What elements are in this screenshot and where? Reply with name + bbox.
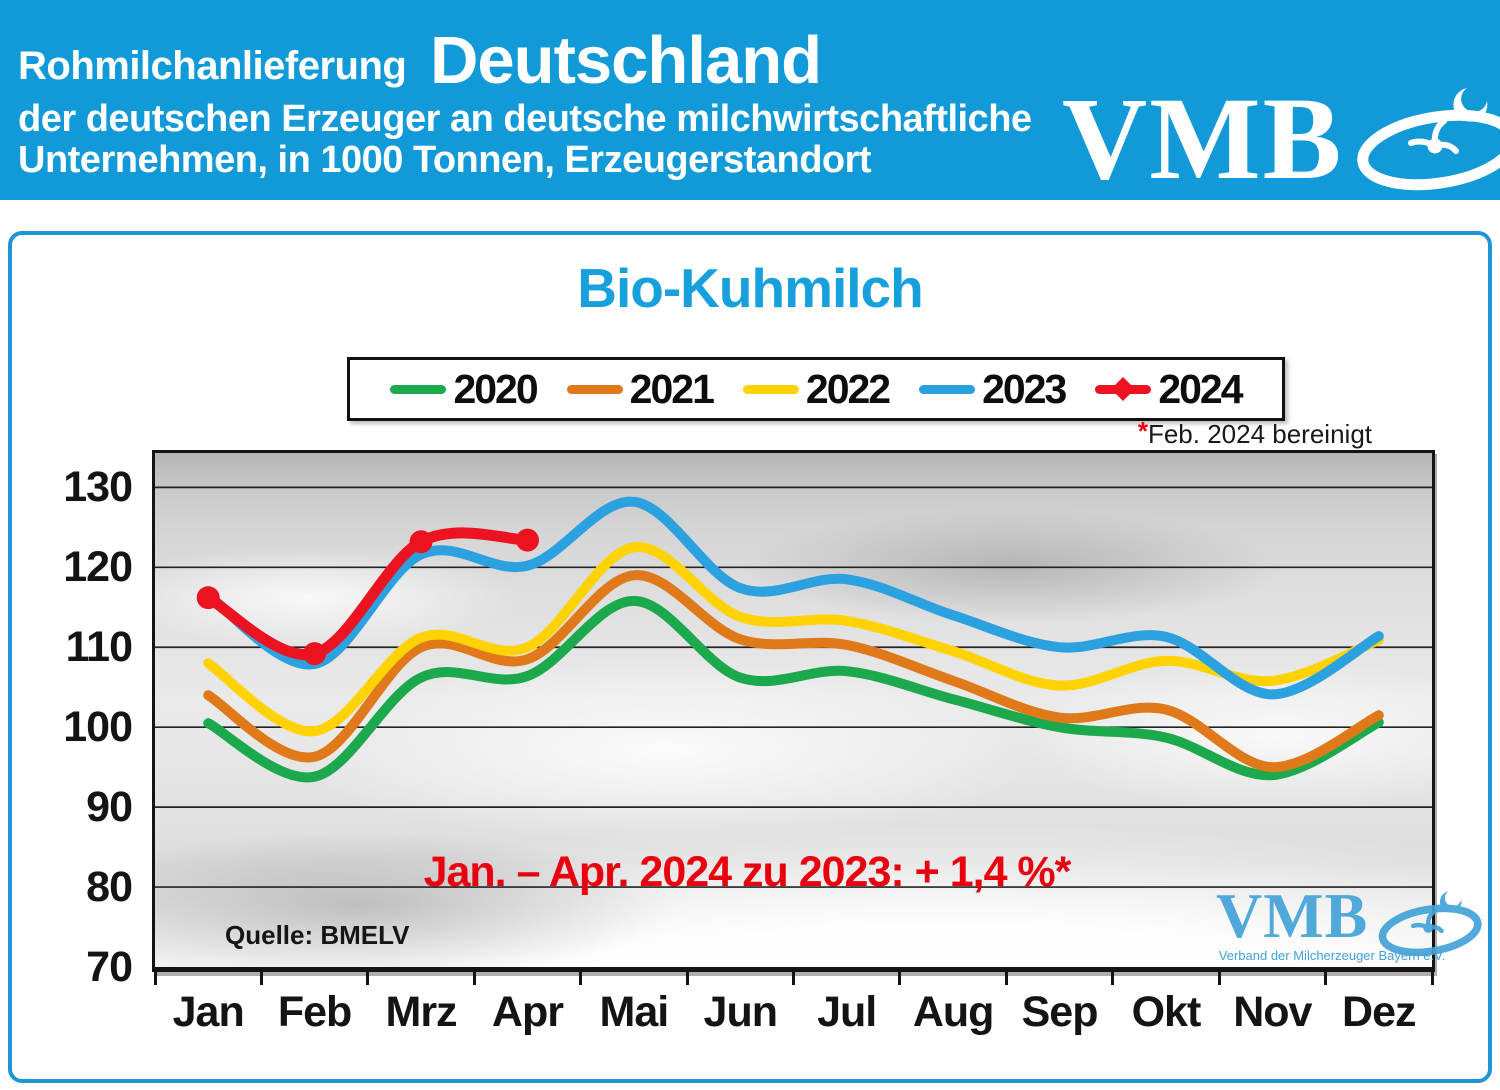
watermark-logo: VMB (1216, 884, 1486, 962)
header-subtitle-line1: der deutschen Erzeuger an deutsche milch… (18, 98, 1032, 140)
series-line-2022 (203, 542, 1384, 737)
data-point-marker (196, 586, 220, 610)
legend-swatch (742, 384, 799, 394)
axis-tick (1324, 972, 1328, 985)
watermark-subtext: Verband der Milcherzeuger Bayern e.V. (1218, 948, 1446, 963)
legend-item-2024: 2024 (1095, 365, 1244, 413)
x-axis-label: Nov (1233, 988, 1312, 1036)
y-axis-label: 120 (63, 543, 133, 592)
header-title-big: Deutschland (430, 23, 822, 98)
legend-label: 2020 (453, 365, 538, 412)
x-axis-label: Mai (599, 988, 670, 1036)
y-axis-label: 110 (65, 623, 133, 672)
footnote: *Feb. 2024 bereinigt (1022, 416, 1372, 450)
legend-marker-diamond (1111, 376, 1136, 402)
x-axis-label: Feb (277, 988, 352, 1036)
x-axis-label: Jun (703, 988, 778, 1036)
legend-swatch (566, 384, 623, 394)
x-axis-label: Okt (1131, 988, 1202, 1036)
x-axis-label: Sep (1021, 988, 1099, 1036)
header-title-small: Rohmilchanlieferung (18, 44, 407, 88)
legend-swatch (390, 384, 447, 394)
annotation-text: Jan. – Apr. 2024 zu 2023: + 1,4 %* (423, 848, 1072, 896)
x-axis-label: Aug (912, 988, 995, 1036)
axis-tick (1111, 972, 1115, 985)
legend-box: 2020 2021 2022 2023 2024 (347, 357, 1285, 421)
axis-tick (259, 972, 263, 985)
footnote-text: Feb. 2024 bereinigt (1147, 419, 1372, 449)
legend-label: 2022 (805, 365, 891, 412)
y-axis-label: 80 (86, 863, 133, 912)
axis-tick (1430, 972, 1434, 985)
axis-tick (685, 972, 689, 985)
header-subtitle-line2: Unternehmen, in 1000 Tonnen, Erzeugersta… (18, 139, 872, 181)
legend-item-2021: 2021 (566, 365, 715, 413)
legend-label: 2024 (1158, 365, 1243, 412)
axis-tick (1004, 972, 1008, 985)
axis-tick (366, 972, 370, 985)
legend-item-2020: 2020 (390, 365, 539, 413)
chart-plot-svg (155, 486, 1432, 888)
x-axis-label: Jan (172, 988, 245, 1036)
axis-tick (472, 972, 476, 985)
x-axis-label: Mrz (385, 988, 458, 1036)
axis-tick (153, 972, 157, 985)
legend-swatch (1095, 376, 1152, 402)
series-line-2023 (203, 496, 1384, 700)
x-axis-label: Jul (817, 988, 877, 1036)
footnote-asterisk: * (1137, 416, 1148, 446)
legend-item-2023: 2023 (919, 365, 1067, 413)
axis-tick (898, 972, 902, 985)
data-point-marker (409, 530, 433, 554)
x-axis-label: Apr (491, 988, 564, 1036)
series-line-2021 (203, 570, 1384, 773)
legend-item-2022: 2022 (742, 365, 891, 413)
source-label: Quelle: BMELV (225, 920, 410, 950)
y-axis-label: 130 (63, 463, 133, 512)
data-point-marker (303, 642, 327, 666)
legend-label: 2021 (629, 365, 715, 412)
series-line-2024 (202, 527, 533, 661)
legend-label: 2023 (982, 365, 1067, 412)
axis-tick (792, 972, 795, 985)
vmb-logo: VMB (1062, 80, 1500, 200)
watermark-vmb-text: VMB (1216, 880, 1369, 951)
y-axis-label: 90 (86, 783, 133, 832)
legend-swatch (919, 384, 976, 394)
axis-tick (579, 972, 583, 985)
header-banner: Rohmilchanlieferung Deutschland der deut… (0, 0, 1500, 200)
x-axis-label: Dez (1342, 988, 1416, 1036)
vmb-swoosh-icon (1357, 88, 1500, 191)
data-point-marker (515, 528, 539, 552)
chart-title: Bio-Kuhmilch (577, 257, 923, 319)
watermark-swoosh-icon (1379, 891, 1482, 957)
vmb-logo-text: VMB (1062, 73, 1344, 204)
y-axis-label: 100 (63, 703, 133, 752)
series-line-2020 (203, 595, 1384, 783)
axis-tick (1217, 972, 1221, 985)
y-axis-label: 70 (86, 943, 133, 991)
